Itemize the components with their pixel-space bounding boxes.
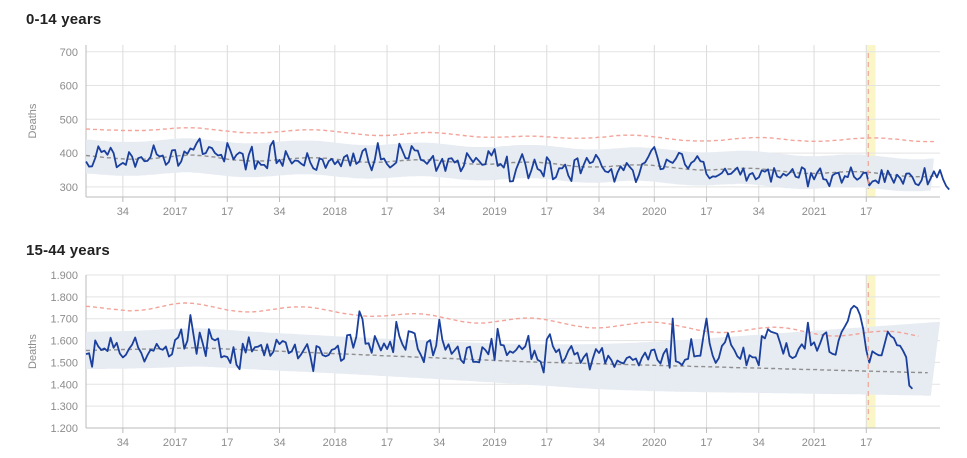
x-tick-label: 34 <box>273 206 285 218</box>
x-tick-label: 34 <box>273 437 285 449</box>
chart-title: 0-14 years <box>26 11 102 28</box>
x-tick-label: 34 <box>433 437 445 449</box>
y-tick-label: 1.400 <box>50 379 78 391</box>
x-tick-label: 17 <box>221 206 233 218</box>
y-axis-label: Deaths <box>27 103 39 138</box>
y-tick-label: 1.300 <box>50 401 78 413</box>
x-tick-label: 2017 <box>163 437 187 449</box>
y-tick-label: 500 <box>60 114 78 126</box>
y-tick-label: 1.900 <box>50 270 78 282</box>
x-tick-label: 34 <box>433 206 445 218</box>
x-tick-label: 2019 <box>482 206 506 218</box>
x-tick-label: 2021 <box>802 206 826 218</box>
y-axis-label: Deaths <box>27 334 39 369</box>
x-tick-label: 34 <box>593 206 605 218</box>
x-tick-label: 2019 <box>482 437 506 449</box>
x-tick-label: 2017 <box>163 206 187 218</box>
x-tick-label: 17 <box>541 206 553 218</box>
x-tick-label: 2020 <box>642 206 666 218</box>
y-tick-label: 1.700 <box>50 314 78 326</box>
x-tick-label: 34 <box>753 437 765 449</box>
y-tick-label: 1.200 <box>50 423 78 435</box>
y-tick-label: 700 <box>60 47 78 59</box>
x-tick-label: 2018 <box>323 437 347 449</box>
y-tick-label: 600 <box>60 81 78 93</box>
y-tick-label: 300 <box>60 182 78 194</box>
x-tick-label: 34 <box>753 206 765 218</box>
x-tick-label: 17 <box>381 206 393 218</box>
chart-0-14-years: 300 400 500 600 700 34 2017 17 34 2018 17 34 2019 17 3… <box>27 45 950 218</box>
y-tick-label: 1.800 <box>50 292 78 304</box>
chart-15-44-years: 1.200 1.300 1.400 1.500 1.600 1.700 1.800 1.900… <box>27 270 940 449</box>
chart-panel-0-14: 0-14 years 300 400 500 600 700 34 2017 17 34 2018… <box>0 0 967 225</box>
chart-title: 15-44 years <box>26 242 110 259</box>
x-tick-label: 17 <box>860 206 872 218</box>
highlight-zone <box>866 45 876 197</box>
threshold-line <box>85 302 919 337</box>
x-tick-label: 34 <box>117 206 129 218</box>
deaths-line <box>85 137 950 191</box>
threshold-line <box>86 127 934 143</box>
x-tick-label: 34 <box>117 437 129 449</box>
x-tick-label: 34 <box>593 437 605 449</box>
x-tick-label: 17 <box>860 437 872 449</box>
baseline-line <box>86 347 928 374</box>
x-tick-label: 17 <box>700 437 712 449</box>
chart-panel-15-44: 15-44 years 1.200 1.300 1.400 1.500 1.600 1.7… <box>0 230 967 458</box>
baseline-line <box>85 154 937 178</box>
y-tick-label: 1.500 <box>50 357 78 369</box>
confidence-band <box>86 138 934 192</box>
x-tick-label: 2018 <box>323 206 347 218</box>
x-tick-label: 17 <box>700 206 712 218</box>
x-tick-label: 17 <box>541 437 553 449</box>
x-tick-label: 2021 <box>802 437 826 449</box>
x-tick-label: 17 <box>221 437 233 449</box>
deaths-line <box>85 304 914 390</box>
x-tick-label: 17 <box>381 437 393 449</box>
y-tick-label: 1.600 <box>50 336 78 348</box>
x-tick-label: 2020 <box>642 437 666 449</box>
y-tick-label: 400 <box>60 148 78 160</box>
